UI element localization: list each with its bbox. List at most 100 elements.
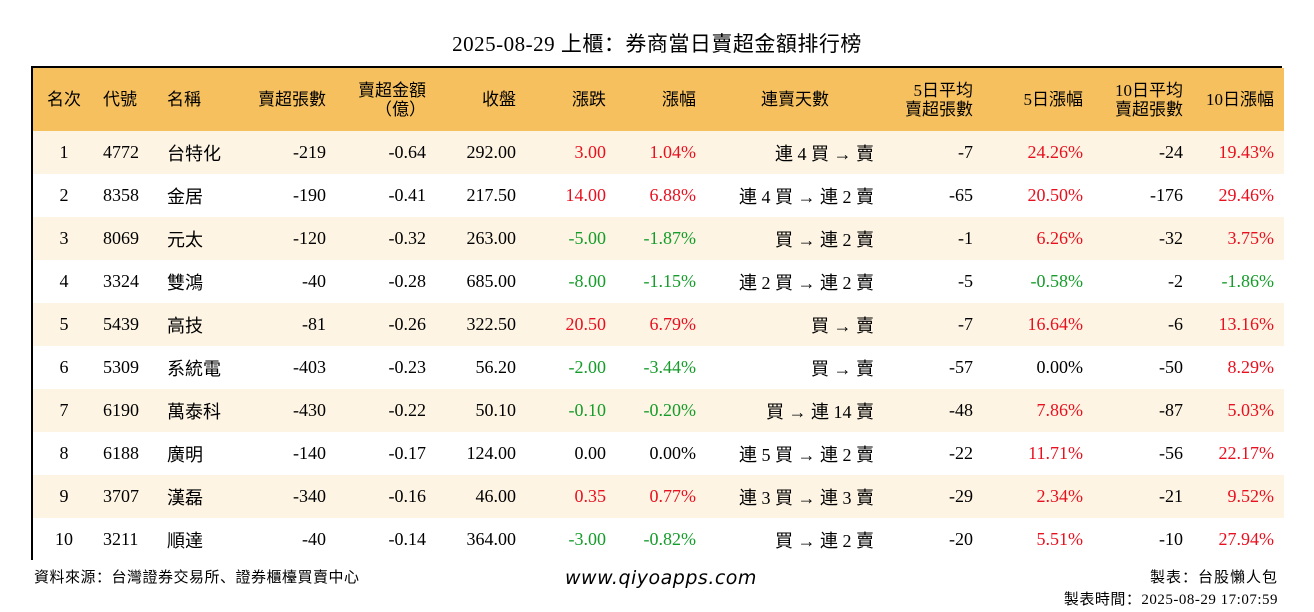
pct10-cell: 19.43% <box>1218 142 1275 162</box>
avg5-cell: -7 <box>958 142 973 162</box>
shares-cell: -40 <box>302 529 326 549</box>
close-cell: 322.50 <box>466 314 517 334</box>
pct10-cell: 13.16% <box>1218 314 1275 334</box>
streak-cell: 買 → 連 2 賣 <box>775 530 874 551</box>
name-cell: 雙鴻 <box>167 272 203 293</box>
pct10-cell: 9.52% <box>1227 486 1275 506</box>
amount-cell: -0.32 <box>388 228 427 248</box>
ranking-table: 名次 代號 名稱 賣超張數 賣超金額 （億） 收盤 漲跌 漲幅 連賣天數 5日平… <box>31 66 1284 561</box>
rank-cell: 7 <box>59 400 69 420</box>
avg5-cell: -22 <box>949 443 973 463</box>
avg5-cell: -65 <box>949 185 973 205</box>
name-cell: 金居 <box>167 186 203 207</box>
change-cell: 20.50 <box>565 314 607 334</box>
col-header-amount: 賣超金額 （億） <box>358 80 426 119</box>
avg5-cell: -29 <box>949 486 973 506</box>
amount-cell: -0.28 <box>388 271 427 291</box>
avg10-cell: -2 <box>1168 271 1183 291</box>
change-cell: -5.00 <box>568 228 607 248</box>
pct-cell: 0.77% <box>649 486 697 506</box>
close-cell: 292.00 <box>466 142 517 162</box>
pct10-cell: 8.29% <box>1227 357 1275 377</box>
shares-cell: -430 <box>293 400 326 420</box>
page-title: 2025-08-29 上櫃：券商當日賣超金額排行榜 <box>452 32 862 56</box>
col-header-name: 名稱 <box>167 90 201 109</box>
table-row: 1 4772 台特化 -219 -0.64 292.00 3.00 1.04% 連 4 買 → … <box>33 131 1284 174</box>
rank-cell: 9 <box>59 486 69 506</box>
table-row: 10 3211 順達 -40 -0.14 364.00 -3.00 -0.82% 買 → 連 2… <box>33 518 1284 561</box>
pct-cell: 6.88% <box>649 185 697 205</box>
rank-cell: 6 <box>59 357 69 377</box>
pct-cell: -1.15% <box>643 271 697 291</box>
close-cell: 56.20 <box>475 357 517 377</box>
code-cell: 5439 <box>103 314 139 334</box>
col-header-code: 代號 <box>103 90 137 109</box>
pct5-cell: 7.86% <box>1036 400 1084 420</box>
avg10-cell: -176 <box>1150 185 1183 205</box>
amount-cell: -0.23 <box>388 357 427 377</box>
streak-cell: 買 → 賣 <box>811 315 874 336</box>
amount-cell: -0.17 <box>388 443 427 463</box>
col-header-pct: 漲幅 <box>662 90 696 109</box>
change-cell: 0.00 <box>574 443 607 463</box>
avg10-cell: -24 <box>1159 142 1183 162</box>
shares-cell: -81 <box>302 314 326 334</box>
pct5-cell: 20.50% <box>1027 185 1084 205</box>
pct5-cell: 0.00% <box>1036 357 1084 377</box>
close-cell: 263.00 <box>466 228 517 248</box>
shares-cell: -219 <box>293 142 326 162</box>
rank-cell: 2 <box>59 185 69 205</box>
pct5-cell: 16.64% <box>1027 314 1084 334</box>
streak-cell: 連 4 買 → 連 2 賣 <box>739 186 874 207</box>
avg5-cell: -48 <box>949 400 973 420</box>
code-cell: 4772 <box>103 142 139 162</box>
code-cell: 8358 <box>103 185 139 205</box>
close-cell: 124.00 <box>466 443 517 463</box>
rank-cell: 4 <box>59 271 69 291</box>
shares-cell: -120 <box>293 228 326 248</box>
made-time: 製表時間：2025-08-29 17:07:59 <box>1063 592 1278 608</box>
col-header-change: 漲跌 <box>572 90 606 109</box>
pct-cell: -0.20% <box>643 400 697 420</box>
website-link[interactable]: www.qiyoapps.com <box>565 567 757 589</box>
streak-cell: 連 5 買 → 連 2 賣 <box>739 444 874 465</box>
amount-cell: -0.22 <box>388 400 427 420</box>
shares-cell: -403 <box>293 357 326 377</box>
amount-cell: -0.16 <box>388 486 427 506</box>
code-cell: 6188 <box>103 443 139 463</box>
name-cell: 元太 <box>167 229 203 250</box>
amount-cell: -0.41 <box>388 185 427 205</box>
amount-cell: -0.26 <box>388 314 427 334</box>
table-header-row: 名次 代號 名稱 賣超張數 賣超金額 （億） 收盤 漲跌 漲幅 連賣天數 5日平… <box>33 68 1284 131</box>
pct5-cell: -0.58% <box>1030 271 1084 291</box>
name-cell: 漢磊 <box>167 487 203 508</box>
pct-cell: 6.79% <box>649 314 697 334</box>
streak-cell: 買 → 賣 <box>811 358 874 379</box>
name-cell: 系統電 <box>167 358 221 379</box>
rank-cell: 10 <box>55 529 73 549</box>
pct10-cell: -1.86% <box>1221 271 1275 291</box>
code-cell: 8069 <box>103 228 139 248</box>
pct-cell: -3.44% <box>643 357 697 377</box>
avg5-cell: -1 <box>958 228 973 248</box>
avg10-cell: -6 <box>1168 314 1183 334</box>
table-row: 3 8069 元太 -120 -0.32 263.00 -5.00 -1.87% 買 → 連 2… <box>33 217 1284 260</box>
pct5-cell: 2.34% <box>1036 486 1084 506</box>
rank-cell: 5 <box>59 314 69 334</box>
table-row: 9 3707 漢磊 -340 -0.16 46.00 0.35 0.77% 連 3 買 → 連 … <box>33 475 1284 518</box>
amount-cell: -0.14 <box>388 529 427 549</box>
col-header-avg5: 5日平均 賣超張數 <box>905 80 973 119</box>
pct10-cell: 27.94% <box>1218 529 1275 549</box>
pct5-cell: 11.71% <box>1028 443 1083 463</box>
col-header-pct5: 5日漲幅 <box>1023 90 1084 109</box>
change-cell: 3.00 <box>574 142 607 162</box>
shares-cell: -140 <box>293 443 326 463</box>
close-cell: 46.00 <box>475 486 517 506</box>
rank-cell: 3 <box>59 228 69 248</box>
pct5-cell: 5.51% <box>1036 529 1084 549</box>
table-row: 4 3324 雙鴻 -40 -0.28 685.00 -8.00 -1.15% 連 2 買 → … <box>33 260 1284 303</box>
pct5-cell: 24.26% <box>1027 142 1084 162</box>
col-header-pct10: 10日漲幅 <box>1206 90 1274 109</box>
change-cell: -0.10 <box>568 400 607 420</box>
rank-cell: 1 <box>59 142 69 162</box>
